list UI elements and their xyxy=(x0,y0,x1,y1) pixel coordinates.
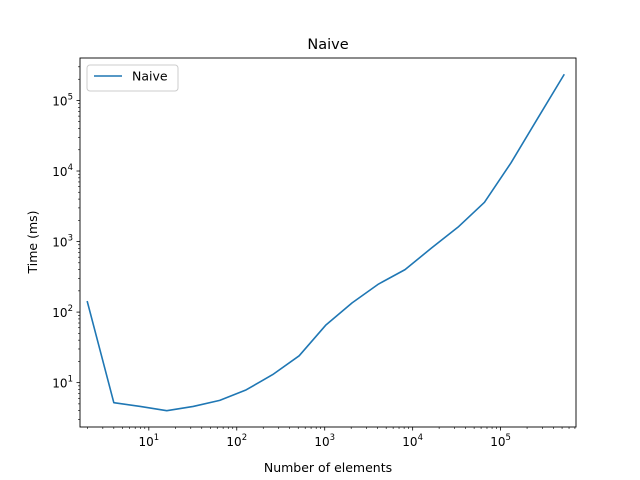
y-tick-label: 105 xyxy=(52,92,73,108)
x-axis-label: Number of elements xyxy=(264,460,392,475)
y-tick-label: 104 xyxy=(52,163,73,179)
legend-box xyxy=(86,64,179,92)
axes-frame xyxy=(79,57,577,428)
y-axis-label: Time (ms) xyxy=(25,210,40,274)
y-tick-label: 101 xyxy=(52,375,73,391)
legend: Naive xyxy=(86,64,179,92)
x-tick-label: 101 xyxy=(138,433,159,449)
y-tick-label: 103 xyxy=(52,234,73,250)
x-tick-label: 102 xyxy=(226,433,247,449)
plot-area xyxy=(86,73,565,412)
y-axis-ticks: 101 102 103 104 105 xyxy=(52,66,80,420)
chart-title: Naive xyxy=(307,37,348,53)
x-tick-label: 103 xyxy=(314,433,335,449)
legend-label: Naive xyxy=(132,69,168,84)
x-tick-label: 105 xyxy=(490,433,511,449)
series-line-naive xyxy=(86,73,565,412)
x-axis-ticks: 101 102 103 104 105 xyxy=(87,427,576,449)
y-tick-label: 102 xyxy=(52,304,73,320)
x-tick-label: 104 xyxy=(402,433,423,449)
